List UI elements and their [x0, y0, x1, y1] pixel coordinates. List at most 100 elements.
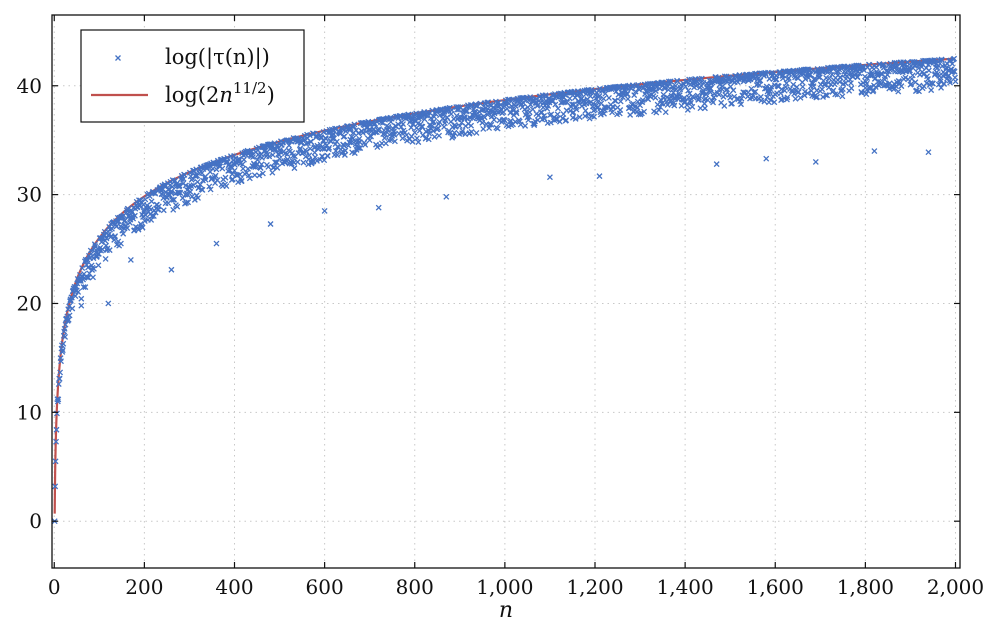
scatter-point — [468, 122, 475, 129]
scatter-point — [925, 149, 932, 156]
scatter-point — [334, 152, 341, 158]
scatter-point — [419, 123, 426, 130]
scatter-point — [771, 99, 778, 106]
scatter-point — [699, 89, 706, 96]
scatter-point — [870, 88, 876, 95]
scatter-point — [689, 103, 696, 110]
scatter-point — [294, 159, 301, 165]
scatter-point — [792, 95, 799, 102]
scatter-point — [174, 203, 181, 210]
scatter-point — [78, 302, 85, 309]
scatter-point — [529, 106, 536, 113]
scatter-point — [573, 106, 580, 113]
scatter-point — [925, 67, 932, 74]
scatter-point — [546, 174, 553, 181]
scatter-point — [274, 164, 281, 171]
scatter-point — [416, 127, 423, 134]
scatter-point — [617, 107, 624, 113]
scatter-point — [602, 104, 609, 111]
scatter-point — [321, 207, 328, 214]
scatter-point — [228, 163, 235, 170]
scatter-point — [84, 274, 91, 281]
scatter-point — [918, 63, 925, 70]
scatter-point — [306, 152, 313, 159]
scatter-point — [757, 77, 764, 84]
scatter-point — [158, 191, 165, 198]
scatter-point — [78, 295, 85, 302]
scatter-point — [117, 240, 124, 247]
scatter-point — [527, 101, 534, 108]
scatter-point — [324, 153, 331, 159]
scatter-point — [822, 92, 829, 99]
scatter-point — [729, 100, 735, 107]
scatter-point — [513, 108, 520, 115]
scatter-point — [448, 107, 455, 114]
scatter-point — [348, 139, 355, 146]
x-axis-label: n — [499, 598, 513, 623]
x-tick-label: 1,000 — [476, 575, 533, 599]
scatter-point — [79, 265, 86, 272]
scatter-point — [797, 94, 804, 101]
scatter-point — [398, 123, 405, 130]
scatter-point — [473, 130, 480, 136]
scatter-point — [291, 165, 298, 172]
scatter-point — [124, 225, 131, 232]
scatter-point — [236, 171, 243, 178]
scatter-point — [552, 101, 559, 108]
scatter-point — [909, 72, 916, 79]
scatter-point — [351, 121, 358, 128]
scatter-point — [773, 76, 780, 83]
scatter-point — [488, 121, 495, 128]
scatter-point — [72, 293, 79, 300]
scatter-point — [877, 81, 884, 88]
scatter-point — [770, 93, 776, 99]
scatter-point — [612, 97, 619, 104]
scatter-point — [696, 95, 703, 101]
scatter-point — [740, 89, 747, 96]
scatter-point — [814, 93, 821, 100]
scatter-point — [286, 142, 292, 149]
scatter-point — [545, 102, 552, 109]
scatter-point — [317, 141, 324, 148]
scatter-point — [341, 142, 347, 149]
scatter-point — [888, 66, 895, 73]
scatter-point — [494, 125, 501, 132]
scatter-point — [501, 116, 507, 123]
scatter-point — [75, 288, 82, 295]
legend-label-line-prefix: log(2 — [165, 83, 219, 107]
scatter-point — [939, 57, 945, 64]
scatter-point — [66, 312, 73, 319]
scatter-point — [62, 333, 69, 340]
scatter-point — [168, 189, 174, 196]
scatter-point — [90, 274, 96, 281]
scatter-point — [848, 85, 855, 92]
scatter-point — [799, 83, 806, 90]
scatter-point — [547, 119, 554, 126]
scatter-point — [576, 114, 583, 121]
legend-scatter-mark — [115, 55, 121, 61]
scatter-point — [150, 213, 157, 220]
scatter-point — [112, 233, 119, 240]
scatter-point — [168, 188, 175, 195]
scatter-point — [207, 186, 214, 193]
scatter-point — [359, 130, 366, 136]
scatter-point — [564, 99, 571, 106]
scatter-point — [541, 115, 548, 122]
scatter-point — [929, 80, 936, 87]
scatter-point — [254, 156, 261, 163]
scatter-point — [66, 303, 73, 310]
scatter-point — [893, 83, 899, 90]
scatter-point — [951, 55, 958, 62]
y-tick-label: 30 — [17, 183, 42, 207]
scatter-point — [676, 92, 683, 99]
scatter-point — [357, 145, 364, 151]
scatter-point — [726, 91, 733, 98]
scatter-point — [430, 128, 437, 134]
scatter-point — [738, 101, 744, 108]
scatter-point — [594, 98, 601, 105]
scatter-point — [142, 196, 149, 203]
scatter-point — [258, 161, 265, 168]
scatter-point — [160, 207, 167, 214]
scatter-point — [631, 92, 638, 99]
scatter-point — [53, 426, 60, 433]
